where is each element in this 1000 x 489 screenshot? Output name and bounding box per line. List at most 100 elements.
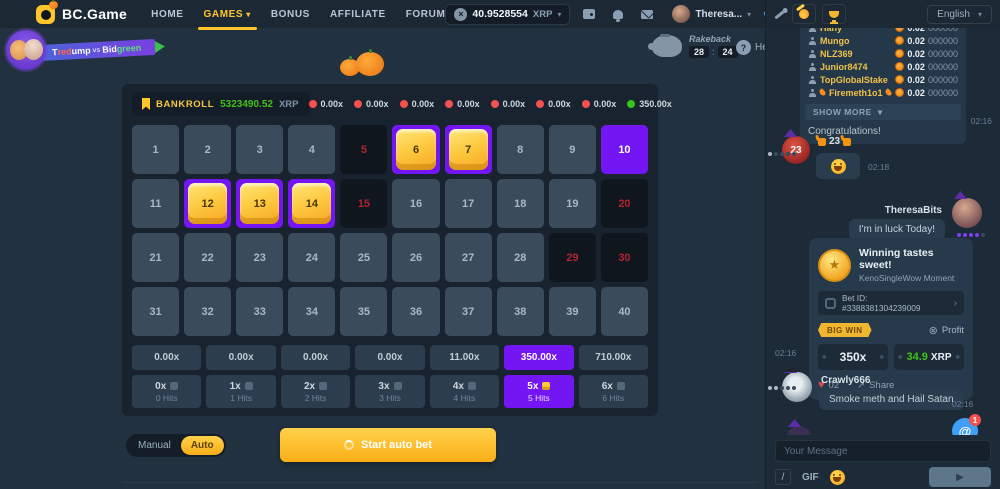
payout-cell[interactable]: 0.00x — [206, 345, 276, 370]
keno-cell[interactable]: 31 — [132, 287, 180, 336]
avatar[interactable] — [782, 365, 812, 402]
share-button[interactable]: ↗ Share — [857, 379, 895, 391]
keno-cell[interactable]: 12 — [184, 179, 232, 228]
rain-username[interactable]: NLZ369 — [820, 48, 853, 59]
payout-cell[interactable]: 0.00x — [280, 345, 351, 370]
keno-cell[interactable]: 15 — [340, 179, 388, 228]
brush-icon[interactable] — [774, 9, 786, 19]
payout-cell[interactable]: 11.00x — [429, 345, 500, 370]
user-menu[interactable]: Theresa... ▾ — [672, 5, 751, 23]
keno-cell[interactable]: 9 — [548, 125, 596, 174]
hits-cell[interactable]: 4x 4 Hits — [429, 375, 500, 408]
keno-cell[interactable]: 27 — [444, 233, 492, 282]
nav-link[interactable]: BONUS ▾ — [270, 8, 310, 20]
start-auto-bet-button[interactable]: Start auto bet — [280, 428, 496, 462]
keno-cell[interactable]: 2 — [184, 125, 232, 174]
keno-cell[interactable]: 34 — [288, 287, 336, 336]
rain-username[interactable]: Mungo — [820, 35, 850, 46]
keno-cell[interactable]: 29 — [548, 233, 596, 282]
bet-id-row[interactable]: Bet ID: #3388381304239009 › — [818, 291, 964, 315]
balance-dropdown[interactable]: × 40.9528554 XRP ▾ — [445, 3, 571, 25]
keno-cell[interactable]: 25 — [340, 233, 388, 282]
send-button[interactable]: ▶ — [929, 467, 991, 487]
rakeback-label: Rakeback — [689, 34, 732, 44]
keno-cell[interactable]: 20 — [600, 179, 648, 228]
keno-cell[interactable]: 36 — [392, 287, 440, 336]
keno-cell[interactable]: 6 — [392, 125, 440, 174]
payout-cell[interactable]: 0.00x — [355, 345, 425, 370]
keno-cell[interactable]: 7 — [444, 125, 492, 174]
auto-mode-button[interactable]: Auto — [180, 436, 224, 455]
hits-cell[interactable]: 2x 2 Hits — [280, 375, 351, 408]
payout-cell[interactable]: 710.00x — [578, 345, 648, 370]
hits-cell[interactable]: 6x 6 Hits — [578, 375, 648, 408]
keno-cell[interactable]: 10 — [600, 125, 648, 174]
hits-cell[interactable]: 0x 0 Hits — [132, 375, 202, 408]
keno-cell[interactable]: 35 — [340, 287, 388, 336]
manual-mode-button[interactable]: Manual — [138, 440, 171, 451]
nav-link[interactable]: FORUM ▾ — [405, 8, 446, 20]
keno-cell[interactable]: 11 — [132, 179, 180, 228]
avatar[interactable] — [786, 419, 812, 435]
keno-cell[interactable]: 23 — [236, 233, 284, 282]
nav-link[interactable]: AFFILIATE ▾ — [329, 8, 386, 20]
keno-cell[interactable]: 3 — [236, 125, 284, 174]
rain-room-tab[interactable] — [792, 4, 816, 24]
keno-cell[interactable]: 1 — [132, 125, 180, 174]
notifications-button[interactable] — [608, 5, 628, 23]
keno-cell[interactable]: 19 — [548, 179, 596, 228]
slash-command-button[interactable]: / — [775, 469, 791, 485]
rain-username[interactable]: Firemeth1o1 — [828, 87, 883, 98]
avatar[interactable]: 23 — [782, 129, 810, 164]
keno-cell[interactable]: 33 — [236, 287, 284, 336]
wallet-button[interactable] — [579, 5, 599, 23]
bc-game-logo[interactable]: BC.Game — [36, 0, 127, 24]
nav-link[interactable]: HOME ▾ — [151, 8, 184, 20]
payout-cell[interactable]: 0.00x — [132, 345, 202, 370]
keno-cell[interactable]: 40 — [600, 287, 648, 336]
show-more-button[interactable]: SHOW MORE ▾ — [805, 104, 961, 120]
keno-cell[interactable]: 38 — [496, 287, 544, 336]
keno-cell[interactable]: 5 — [340, 125, 388, 174]
keno-cell[interactable]: 26 — [392, 233, 440, 282]
avatar[interactable] — [952, 191, 982, 228]
keno-cell[interactable]: 24 — [288, 233, 336, 282]
gif-button[interactable]: GIF — [802, 471, 819, 483]
keno-cell[interactable]: 13 — [236, 179, 284, 228]
rain-user-row: Hany 0.02 000000 — [808, 28, 958, 34]
rain-username[interactable]: TopGlobalStake — [820, 74, 888, 85]
keno-cell[interactable]: 4 — [288, 125, 336, 174]
emoji-picker-button[interactable] — [829, 469, 845, 485]
keno-cell[interactable]: 16 — [392, 179, 440, 228]
hits-cell[interactable]: 5x 5 Hits — [504, 375, 574, 408]
rakeback-widget[interactable]: Rakeback 28 : 24 — [648, 34, 738, 58]
messages-button[interactable] — [637, 5, 657, 23]
language-select[interactable]: English ▾ — [927, 4, 992, 24]
payout-cell[interactable]: 350.00x — [504, 345, 574, 370]
keno-cell[interactable]: 14 — [288, 179, 336, 228]
rain-username[interactable]: Junior8474 — [820, 61, 868, 72]
nav-link[interactable]: GAMES ▾ — [197, 0, 258, 30]
contest-room-tab[interactable] — [822, 4, 846, 24]
keno-cell[interactable]: 28 — [496, 233, 544, 282]
mention-button[interactable]: @ 1 — [952, 414, 981, 435]
hits-cell[interactable]: 1x 1 Hits — [206, 375, 276, 408]
keno-cell[interactable]: 32 — [184, 287, 232, 336]
like-button[interactable]: ♥ 02 — [818, 379, 839, 391]
hits-cell[interactable]: 3x 3 Hits — [355, 375, 425, 408]
keno-cell[interactable]: 39 — [548, 287, 596, 336]
message-username[interactable]: 23 — [818, 136, 852, 147]
keno-cell[interactable]: 17 — [444, 179, 492, 228]
keno-cell[interactable]: 18 — [496, 179, 544, 228]
message-username[interactable]: TheresaBits — [884, 205, 942, 216]
keno-cell[interactable]: 37 — [444, 287, 492, 336]
keno-cell[interactable]: 21 — [132, 233, 180, 282]
keno-cell[interactable]: 30 — [600, 233, 648, 282]
chat-message-input[interactable] — [775, 440, 991, 462]
rain-username[interactable]: Hany — [820, 28, 842, 33]
message-username[interactable]: Crawly666 — [821, 375, 871, 386]
keno-cell[interactable]: 8 — [496, 125, 544, 174]
keno-cell[interactable]: 22 — [184, 233, 232, 282]
